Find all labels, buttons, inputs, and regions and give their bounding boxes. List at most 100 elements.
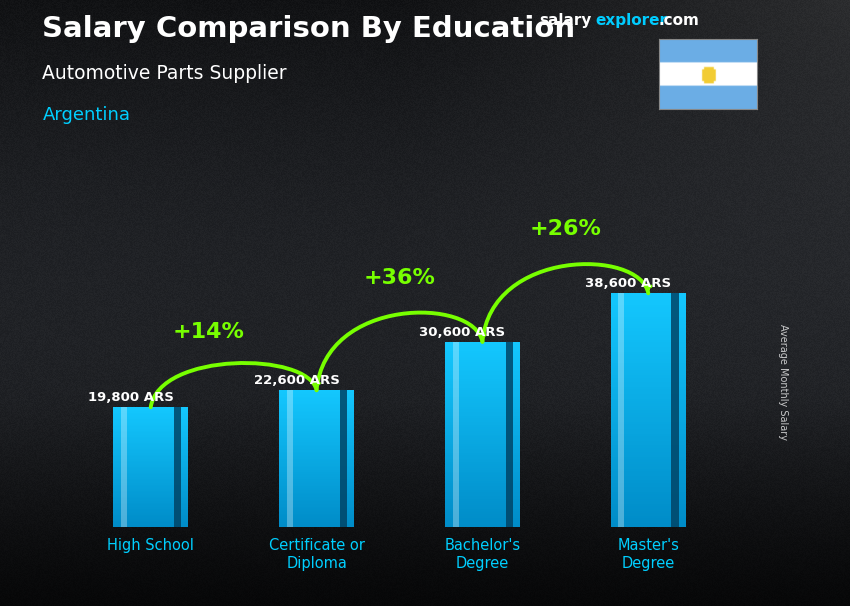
- Bar: [113, 497, 188, 498]
- Bar: [113, 496, 188, 497]
- Bar: [280, 412, 354, 413]
- Bar: [611, 382, 686, 385]
- Bar: [280, 393, 354, 395]
- Bar: [611, 391, 686, 394]
- Bar: [611, 331, 686, 333]
- Bar: [113, 485, 188, 487]
- Bar: [611, 502, 686, 504]
- Bar: [280, 427, 354, 428]
- Bar: [445, 386, 519, 388]
- Bar: [611, 315, 686, 317]
- Bar: [445, 359, 519, 361]
- Bar: [445, 444, 519, 445]
- Bar: [113, 417, 188, 418]
- Bar: [113, 493, 188, 494]
- Bar: [113, 451, 188, 453]
- Bar: [113, 515, 188, 516]
- Bar: [113, 471, 188, 472]
- Bar: [280, 402, 354, 404]
- Bar: [611, 310, 686, 312]
- Bar: [611, 401, 686, 403]
- Bar: [280, 524, 354, 526]
- Bar: [445, 520, 519, 522]
- Bar: [611, 499, 686, 502]
- Bar: [113, 443, 188, 444]
- Bar: [280, 501, 354, 502]
- Bar: [445, 398, 519, 399]
- Bar: [445, 522, 519, 524]
- Bar: [113, 442, 188, 443]
- Bar: [611, 350, 686, 351]
- Bar: [113, 504, 188, 505]
- Bar: [280, 458, 354, 459]
- Bar: [280, 474, 354, 475]
- Bar: [611, 429, 686, 431]
- Bar: [113, 468, 188, 470]
- Bar: [280, 522, 354, 523]
- Bar: [611, 508, 686, 511]
- Bar: [113, 416, 188, 417]
- Bar: [611, 340, 686, 342]
- Bar: [280, 462, 354, 463]
- Bar: [280, 434, 354, 436]
- Bar: [445, 475, 519, 477]
- Bar: [113, 438, 188, 439]
- Bar: [445, 455, 519, 457]
- Bar: [611, 511, 686, 513]
- Bar: [611, 443, 686, 445]
- Bar: [445, 481, 519, 483]
- Bar: [113, 450, 188, 451]
- Bar: [445, 501, 519, 503]
- Bar: [445, 407, 519, 408]
- Bar: [113, 428, 188, 429]
- Bar: [280, 494, 354, 496]
- Bar: [445, 377, 519, 379]
- Bar: [113, 520, 188, 521]
- Bar: [445, 514, 519, 516]
- Bar: [611, 356, 686, 359]
- Bar: [113, 413, 188, 415]
- Bar: [445, 392, 519, 394]
- Bar: [445, 381, 519, 382]
- Bar: [280, 397, 354, 399]
- Bar: [280, 415, 354, 416]
- Bar: [280, 512, 354, 513]
- Bar: [113, 473, 188, 474]
- Bar: [113, 518, 188, 519]
- Bar: [280, 449, 354, 450]
- Bar: [445, 492, 519, 494]
- Bar: [113, 524, 188, 525]
- Bar: [280, 493, 354, 494]
- Bar: [445, 436, 519, 438]
- Bar: [445, 431, 519, 433]
- Bar: [445, 420, 519, 422]
- Bar: [280, 513, 354, 515]
- Bar: [445, 382, 519, 384]
- Bar: [113, 425, 188, 427]
- Bar: [280, 399, 354, 400]
- Bar: [445, 442, 519, 444]
- Bar: [611, 338, 686, 340]
- Bar: [113, 436, 188, 438]
- Bar: [445, 466, 519, 468]
- Bar: [280, 442, 354, 444]
- Bar: [611, 405, 686, 408]
- Bar: [611, 328, 686, 331]
- Bar: [280, 508, 354, 510]
- Text: salary: salary: [540, 13, 592, 28]
- Bar: [445, 488, 519, 490]
- Bar: [445, 384, 519, 386]
- Bar: [280, 453, 354, 454]
- Bar: [113, 447, 188, 448]
- Bar: [280, 471, 354, 473]
- Bar: [445, 396, 519, 398]
- Bar: [445, 412, 519, 414]
- Bar: [611, 396, 686, 399]
- Text: 30,600 ARS: 30,600 ARS: [419, 326, 506, 339]
- Bar: [113, 470, 188, 471]
- Bar: [280, 516, 354, 518]
- Bar: [280, 438, 354, 439]
- Bar: [611, 464, 686, 467]
- Bar: [611, 457, 686, 459]
- Bar: [611, 467, 686, 469]
